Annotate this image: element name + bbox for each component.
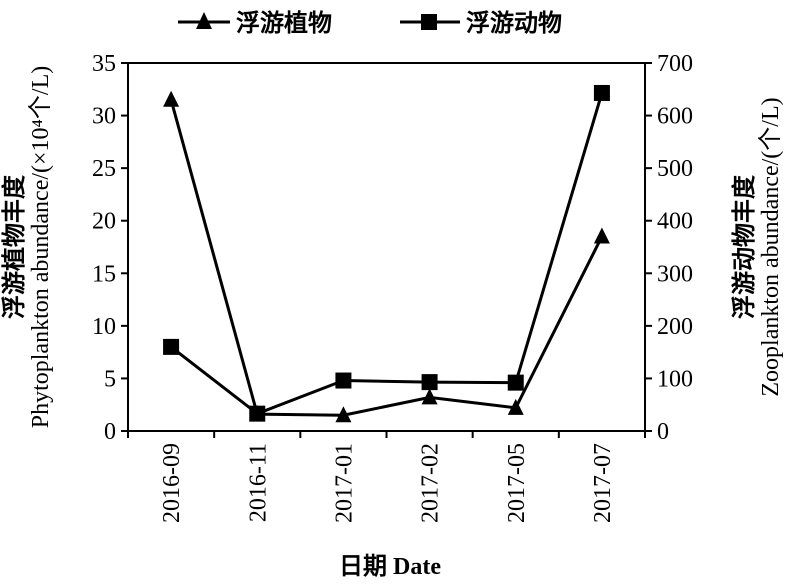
x-tick-label: 2017-02 (418, 443, 444, 523)
right-tick-label: 700 (657, 51, 693, 77)
x-axis: 2016-09 2016-11 2017-01 2017-02 2017-05 2017-… (127, 431, 646, 523)
right-tick-label: 400 (657, 209, 693, 235)
square-point (507, 374, 524, 391)
square-point (249, 405, 266, 422)
right-tick-label: 100 (657, 366, 693, 392)
series-line-1 (170, 92, 604, 416)
triangle-point (335, 406, 352, 423)
x-tick-label: 2017-05 (504, 443, 530, 523)
legend-square-icon (421, 14, 437, 30)
x-tick-label: 2017-01 (331, 443, 357, 523)
left-tick-label: 25 (92, 156, 116, 182)
left-tick-label: 5 (104, 366, 116, 392)
x-tick-label: 2016-09 (159, 443, 185, 523)
right-axis-title-en: Zooplankton abundance/(个/L) (757, 97, 784, 396)
x-axis-title: 日期 Date (339, 553, 441, 580)
legend-triangle-icon (196, 12, 212, 29)
square-point (593, 84, 610, 101)
x-tick-label: 2016-11 (245, 443, 271, 522)
left-tick-label: 10 (92, 314, 116, 340)
left-axis: 0 5 10 15 20 25 30 35 (92, 51, 128, 445)
right-tick-label: 0 (657, 419, 669, 445)
right-tick-label: 300 (657, 261, 693, 287)
right-axis: 0 100 200 300 400 500 600 700 (645, 51, 693, 445)
legend: 浮游植物 浮游动物 (178, 9, 562, 37)
series-layer (163, 84, 610, 423)
left-tick-label: 15 (92, 261, 116, 287)
triangle-point (507, 398, 524, 415)
left-axis-title-en: Phytoplankton abundance/(×10⁴个/L) (27, 66, 54, 429)
plot-frame (127, 62, 646, 432)
series-line-0 (169, 99, 604, 417)
square-point (335, 372, 352, 389)
right-tick-label: 500 (657, 156, 693, 182)
left-tick-label: 35 (92, 51, 116, 77)
left-axis-title-cn: 浮游植物丰度 (0, 174, 28, 319)
left-tick-label: 20 (92, 209, 116, 235)
square-point (421, 374, 438, 391)
triangle-point (593, 227, 610, 244)
left-tick-label: 30 (92, 104, 116, 130)
left-tick-label: 0 (104, 419, 116, 445)
triangle-point (421, 388, 438, 405)
legend-label-zoo: 浮游动物 (466, 9, 562, 37)
square-point (163, 338, 180, 355)
right-axis-title-cn: 浮游动物丰度 (730, 174, 758, 319)
x-tick-label: 2017-07 (590, 443, 616, 523)
left-axis-title-group: 浮游植物丰度 Phytoplankton abundance/(×10⁴个/L) (0, 66, 54, 429)
legend-label-phyto: 浮游植物 (236, 9, 332, 37)
right-axis-title-group: 浮游动物丰度 Zooplankton abundance/(个/L) (730, 97, 784, 396)
right-tick-label: 200 (657, 314, 693, 340)
right-tick-label: 600 (657, 104, 693, 130)
triangle-point (163, 90, 180, 107)
